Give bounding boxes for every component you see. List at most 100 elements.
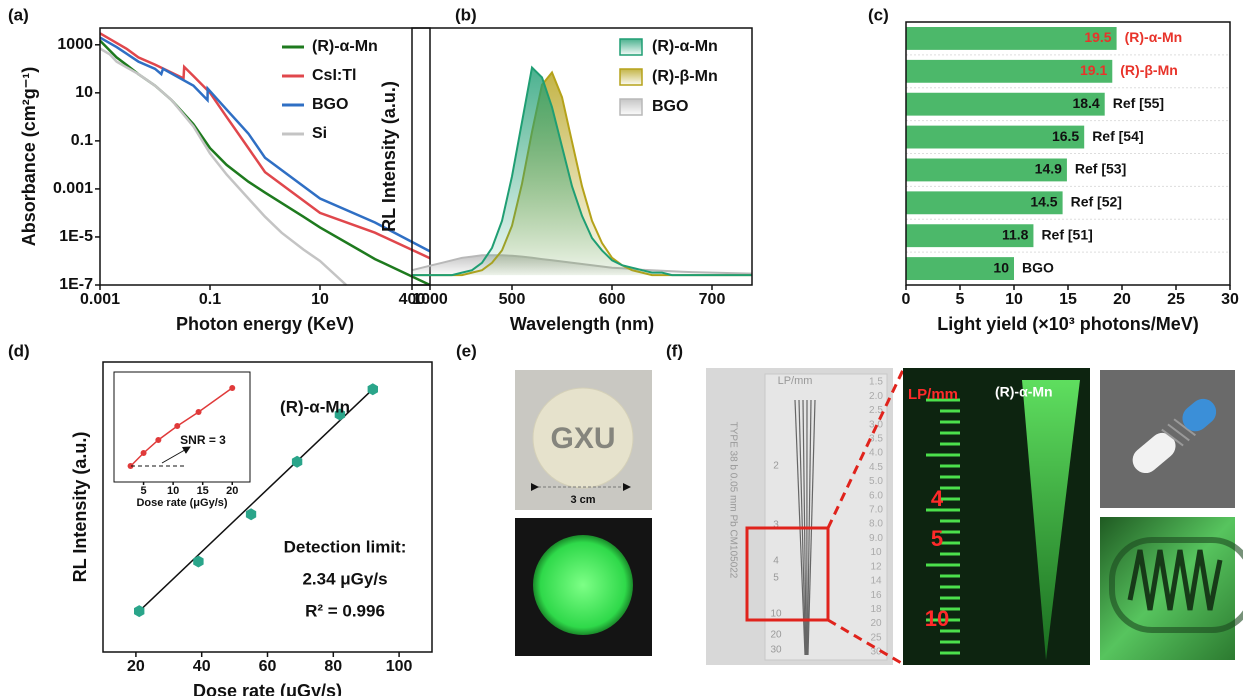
- annotation: R² = 0.996: [305, 601, 385, 620]
- chart-number: 5.0: [869, 476, 883, 487]
- panel-label: (a): [8, 5, 29, 24]
- y-tick-label: 0.001: [53, 180, 93, 197]
- image-number: 10: [925, 606, 949, 631]
- category-label: Ref [53]: [1075, 161, 1126, 177]
- annotation: (R)-α-Mn: [280, 397, 350, 416]
- glowing-disk: [533, 535, 633, 635]
- test-chart: [765, 374, 887, 660]
- x-tick-label: 5: [141, 485, 147, 497]
- y-axis-label: RL Intensity (a.u.): [379, 81, 399, 232]
- x-axis-label: Wavelength (nm): [510, 314, 654, 334]
- value-label: 18.4: [1072, 95, 1099, 111]
- marker: [229, 385, 235, 391]
- y-axis-label: Absorbance (cm²g⁻¹): [19, 67, 39, 247]
- value-label: 14.9: [1035, 161, 1062, 177]
- image-number: 4: [931, 486, 944, 511]
- scale-label: 3 cm: [570, 494, 595, 506]
- x-tick-label: 100: [386, 658, 413, 675]
- panel-label: (e): [456, 341, 477, 360]
- x-tick-label: 10: [1005, 291, 1023, 308]
- legend-swatch: [620, 39, 642, 55]
- chart-side-text: TYPE 38 b 0.05 mm Pb CM105022: [727, 422, 738, 579]
- marker: [196, 409, 202, 415]
- y-tick-label: 1E-7: [59, 276, 93, 293]
- legend-swatch: [620, 99, 642, 115]
- value-label: 16.5: [1052, 128, 1079, 144]
- x-tick-label: 80: [324, 658, 342, 675]
- legend-label: (R)-α-Mn: [312, 38, 378, 55]
- panel-label: (f): [666, 341, 683, 360]
- category-label: Ref [54]: [1092, 128, 1143, 144]
- category-label: Ref [52]: [1071, 194, 1122, 210]
- x-tick-label: 20: [1113, 291, 1131, 308]
- chart-number: 1.5: [869, 377, 883, 388]
- y-tick-label: 1000: [57, 36, 93, 53]
- image-title: LP/mm: [908, 386, 958, 403]
- x-tick-label: 15: [1059, 291, 1077, 308]
- panel-label: (d): [8, 341, 30, 360]
- x-tick-label: 15: [197, 485, 209, 497]
- y-tick-label: 10: [75, 84, 93, 101]
- category-label: (R)-β-Mn: [1120, 62, 1178, 78]
- chart-number: 14: [870, 576, 882, 587]
- legend-label: CsI:Tl: [312, 67, 356, 84]
- chart-number: 4.5: [869, 462, 883, 473]
- chart-number: 10: [870, 547, 882, 558]
- chart-number: 5: [773, 573, 779, 584]
- point: [193, 556, 203, 568]
- x-tick-label: 10: [311, 291, 329, 308]
- value-label: 14.5: [1030, 194, 1057, 210]
- x-tick-label: 10: [167, 485, 179, 497]
- x-tick-label: 5: [956, 291, 965, 308]
- annotation: 2.34 μGy/s: [302, 569, 387, 588]
- legend-label: (R)-α-Mn: [652, 38, 718, 55]
- value-label: 19.5: [1084, 29, 1111, 45]
- x-axis-label: Light yield (×10³ photons/MeV): [937, 314, 1199, 334]
- chart-number: 20: [770, 630, 782, 641]
- chart-number: 2.0: [869, 391, 883, 402]
- chart-number: 20: [870, 618, 882, 629]
- arrow: [162, 447, 190, 463]
- x-tick-label: 400: [399, 291, 426, 308]
- category-label: Ref [51]: [1041, 226, 1092, 242]
- marker: [141, 450, 147, 456]
- chart-number: 30: [770, 645, 782, 656]
- chart-number: 18: [870, 604, 882, 615]
- panel-label: (b): [455, 5, 477, 24]
- x-axis-label: Dose rate (μGy/s): [193, 681, 342, 696]
- image-number: 5: [931, 526, 943, 551]
- x-tick-label: 0: [902, 291, 911, 308]
- x-axis-label: Dose rate (μGy/s): [136, 497, 227, 509]
- image-sample: (R)-α-Mn: [995, 384, 1053, 400]
- legend-label: BGO: [312, 96, 348, 113]
- category-label: Ref [55]: [1113, 95, 1164, 111]
- panel-label: (c): [868, 5, 889, 24]
- chart-number: 8.0: [869, 519, 883, 530]
- chart-number: 9.0: [869, 533, 883, 544]
- x-tick-label: 20: [226, 485, 238, 497]
- y-tick-label: 0.1: [71, 132, 93, 149]
- legend-label: (R)-β-Mn: [652, 68, 718, 85]
- value-label: 10: [993, 259, 1009, 275]
- x-tick-label: 500: [499, 291, 526, 308]
- chart-number: 4: [773, 556, 779, 567]
- chart-number: 7.0: [869, 505, 883, 516]
- value-label: 11.8: [1002, 226, 1029, 242]
- x-tick-label: 700: [699, 291, 726, 308]
- legend-label: BGO: [652, 98, 688, 115]
- series-line: [100, 49, 346, 286]
- chart-number: 12: [870, 561, 882, 572]
- chart-title: LP/mm: [778, 375, 813, 387]
- annotation: SNR = 3: [180, 433, 226, 447]
- x-tick-label: 40: [193, 658, 211, 675]
- y-tick-label: 1E-5: [59, 228, 93, 245]
- x-tick-label: 0.1: [199, 291, 221, 308]
- area-fill: [412, 68, 752, 276]
- y-axis-label: RL Intensity (a.u.): [70, 432, 90, 583]
- x-tick-label: 20: [127, 658, 145, 675]
- x-tick-label: 0.001: [80, 291, 120, 308]
- x-axis-label: Photon energy (KeV): [176, 314, 354, 334]
- disk-text: GXU: [550, 422, 615, 455]
- chart-number: 10: [770, 609, 782, 620]
- point: [246, 508, 256, 520]
